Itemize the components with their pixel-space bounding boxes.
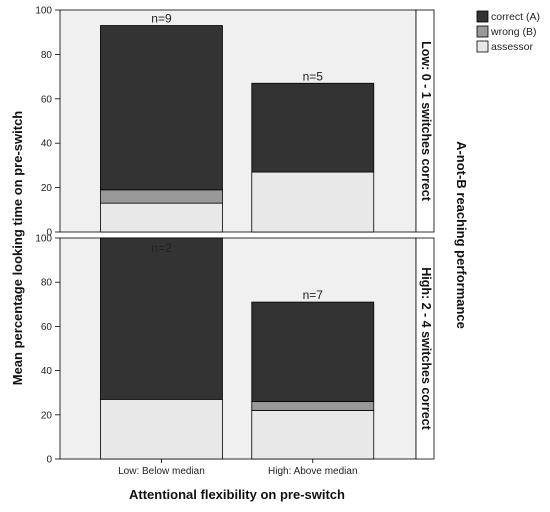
facet-title: A-not-B reaching performance (454, 141, 469, 329)
y-tick-label: 80 (41, 278, 53, 289)
legend-swatch-assessor (476, 40, 489, 53)
y-tick-label: 0 (46, 228, 52, 239)
bar-segment-assessor (100, 398, 223, 460)
bar-segment-correct-a (100, 237, 223, 400)
y-tick-label: 100 (35, 6, 52, 17)
n-label: n=9 (151, 12, 172, 26)
bar-segment-correct-a (251, 301, 375, 402)
panel-2-strip-label: High: 2 - 4 switches correct (419, 267, 433, 430)
panels-layer: Low: 0 - 1 switches correct 0 20 40 60 80 100 n… (35, 6, 435, 477)
x-tick-label: High: Above median (268, 466, 358, 477)
panel-2-strip (415, 237, 435, 460)
n-label: n=7 (303, 288, 324, 302)
n-label: n=5 (303, 69, 324, 83)
legend-label-correct: correct (A) (491, 11, 540, 23)
y-tick-label: 40 (41, 139, 53, 150)
panel-1-strip-label: Low: 0 - 1 switches correct (419, 41, 433, 202)
y-tick-label: 80 (41, 50, 53, 61)
panel-1-strip (415, 9, 435, 233)
x-tick-label: Low: Below median (118, 466, 205, 477)
y-tick-label: 100 (35, 234, 52, 245)
y-tick-label: 20 (41, 410, 53, 421)
legend: correct (A) wrong (B) assessor (476, 10, 540, 53)
bar-segment-assessor (251, 171, 375, 233)
bar-segment-assessor (100, 202, 223, 233)
bar-segment-wrong-b (251, 401, 375, 411)
legend-label-assessor: assessor (491, 41, 534, 53)
n-label: n=2 (151, 241, 172, 255)
legend-swatch-correct (476, 10, 489, 23)
bar-segment-wrong-b (100, 189, 223, 204)
bar-segment-correct-a (100, 25, 223, 191)
y-axis-title: Mean percentage looking time on pre-swit… (10, 111, 25, 386)
legend-swatch-wrong (476, 25, 489, 38)
bar-segment-assessor (251, 409, 375, 460)
y-tick-label: 60 (41, 322, 53, 333)
x-axis-title: Attentional flexibility on pre-switch (129, 487, 345, 502)
bar-segment-correct-a (251, 82, 375, 173)
y-tick-label: 60 (41, 94, 53, 105)
y-tick-label: 0 (46, 455, 52, 466)
legend-label-wrong: wrong (B) (490, 26, 537, 38)
y-tick-label: 40 (41, 366, 53, 377)
y-tick-label: 20 (41, 183, 53, 194)
